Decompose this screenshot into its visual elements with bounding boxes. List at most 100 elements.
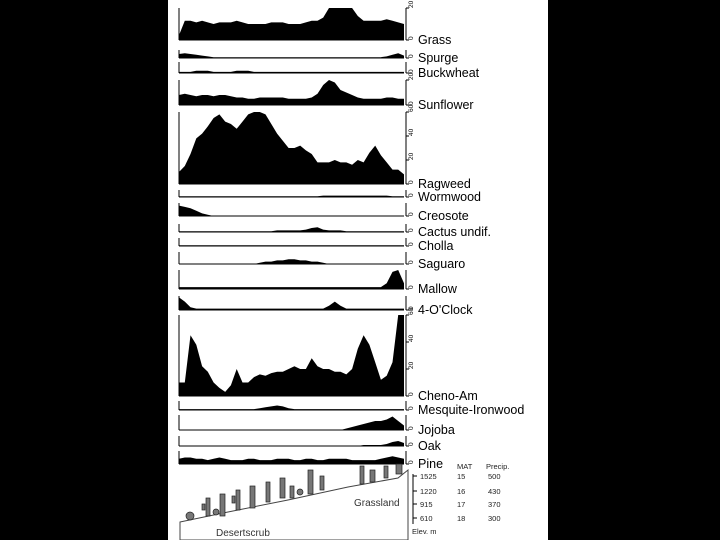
strip-area xyxy=(179,227,404,232)
strip-ragweed: 0 20 40 60 Ragweed xyxy=(178,104,471,191)
taxon-label: Spurge xyxy=(418,51,458,65)
strip-oak: 0 Oak xyxy=(178,436,442,453)
taxon-label: Sunflower xyxy=(418,98,474,112)
taxon-label: Grass xyxy=(418,33,451,47)
tick-label: 60 xyxy=(408,104,415,112)
strip-saguaro: 0 Saguaro xyxy=(178,252,465,271)
tick-label: 0 xyxy=(408,193,415,197)
strip-spurge: 0 Spurge xyxy=(178,50,458,65)
tick-label: 0 xyxy=(408,306,415,310)
tick-label: 20 xyxy=(408,72,415,80)
taxon-label: Saguaro xyxy=(418,257,465,271)
tick-label: 0 xyxy=(408,426,415,430)
strip-mesquite-ironwood: 0 Mesquite-Ironwood xyxy=(178,401,524,417)
taxon-label: Pine xyxy=(418,457,443,471)
strip-pine: 0 Pine xyxy=(178,451,443,471)
tick-label: 0 xyxy=(408,36,415,40)
taxon-label: Creosote xyxy=(418,209,469,223)
desertscrub-label: Desertscrub xyxy=(216,528,270,539)
mat-value: 17 xyxy=(457,500,465,509)
strip-cheno-am: 0 20 40 60 Cheno-Am xyxy=(178,307,478,403)
hillside-profile xyxy=(179,468,409,540)
strip-area xyxy=(179,195,404,197)
tick-label: 0 xyxy=(408,54,415,58)
tick-label: 0 xyxy=(408,228,415,232)
elev-value: 915 xyxy=(420,500,433,509)
tick-label: 0 xyxy=(408,285,415,289)
taxon-label: Mallow xyxy=(418,282,458,296)
strip-area xyxy=(179,70,404,73)
elev-value: 1220 xyxy=(420,487,437,496)
tick-label: 0 xyxy=(408,392,415,396)
tick-label: 0 xyxy=(408,101,415,105)
vegetation-transect: MAT Precip. 1525 15 500 1220 16 430 915 17 370 61… xyxy=(179,462,509,540)
strip-area xyxy=(179,405,404,410)
tick-label: 40 xyxy=(408,334,415,342)
strip-area xyxy=(179,297,404,310)
strip-cactus-undif-: 0 Cactus undif. xyxy=(178,224,491,239)
tick-label: 0 xyxy=(408,260,415,264)
strip-grass: 0 20 Grass xyxy=(178,0,451,47)
strip-cholla: 0 Cholla xyxy=(178,238,453,253)
tick-label: 0 xyxy=(408,242,415,246)
strip-area xyxy=(179,259,404,264)
strip-buckwheat: 0 Buckwheat xyxy=(178,62,480,80)
tick-label: 0 xyxy=(408,460,415,464)
precip-value: 300 xyxy=(488,514,501,523)
elevation-label: Elev. m xyxy=(412,527,436,536)
tick-label: 60 xyxy=(408,307,415,315)
mat-value: 15 xyxy=(457,472,465,481)
strip-wormwood: 0 Wormwood xyxy=(178,190,481,204)
precip-value: 430 xyxy=(488,487,501,496)
precip-value: 370 xyxy=(488,500,501,509)
strip-area xyxy=(179,80,404,105)
strip-area xyxy=(179,8,404,40)
tick-label: 40 xyxy=(408,128,415,136)
tick-label: 0 xyxy=(408,212,415,216)
taxon-label: Cheno-Am xyxy=(418,389,478,403)
figure-panel: 0 20 Grass 0 Spurge 0 Buckwheat 0 20 Sunflower 0 20… xyxy=(168,0,548,540)
strip-area xyxy=(179,315,404,396)
mat-value: 18 xyxy=(457,514,465,523)
strip-mallow: 0 Mallow xyxy=(178,270,458,296)
strip-jojoba: 0 Jojoba xyxy=(178,415,455,437)
taxon-label: 4-O'Clock xyxy=(418,303,473,317)
strip-area xyxy=(179,416,404,430)
strip-area xyxy=(179,112,404,184)
grassland-label: Grassland xyxy=(354,498,400,509)
taxon-label: Cactus undif. xyxy=(418,225,491,239)
mat-header: MAT xyxy=(457,462,473,471)
strip-creosote: 0 Creosote xyxy=(178,203,469,223)
taxon-label: Wormwood xyxy=(418,190,481,204)
strip-area xyxy=(179,245,404,246)
tick-label: 20 xyxy=(408,152,415,160)
mat-value: 16 xyxy=(457,487,465,496)
precip-header: Precip. xyxy=(486,462,509,471)
strip-area xyxy=(179,205,404,216)
tick-label: 20 xyxy=(408,361,415,369)
desert-plant-icons xyxy=(185,463,403,521)
strip-area xyxy=(179,441,404,446)
strip-4-o-clock: 0 4-O'Clock xyxy=(178,296,473,317)
taxon-label: Mesquite-Ironwood xyxy=(418,403,524,417)
transect-table: MAT Precip. 1525 15 500 1220 16 430 915 17 370 61… xyxy=(412,462,509,536)
taxon-label: Buckwheat xyxy=(418,66,480,80)
taxon-label: Ragweed xyxy=(418,177,471,191)
taxon-label: Jojoba xyxy=(418,423,455,437)
taxon-label: Cholla xyxy=(418,239,453,253)
tick-label: 0 xyxy=(408,406,415,410)
elev-value: 610 xyxy=(420,514,433,523)
strip-area xyxy=(179,53,404,58)
strip-area xyxy=(179,456,404,464)
taxon-label: Oak xyxy=(418,439,442,453)
tick-label: 0 xyxy=(408,180,415,184)
precip-value: 500 xyxy=(488,472,501,481)
tick-label: 20 xyxy=(408,0,415,8)
strip-area xyxy=(179,270,404,289)
elev-value: 1525 xyxy=(420,472,437,481)
tick-label: 0 xyxy=(408,442,415,446)
tick-label: 0 xyxy=(408,69,415,73)
